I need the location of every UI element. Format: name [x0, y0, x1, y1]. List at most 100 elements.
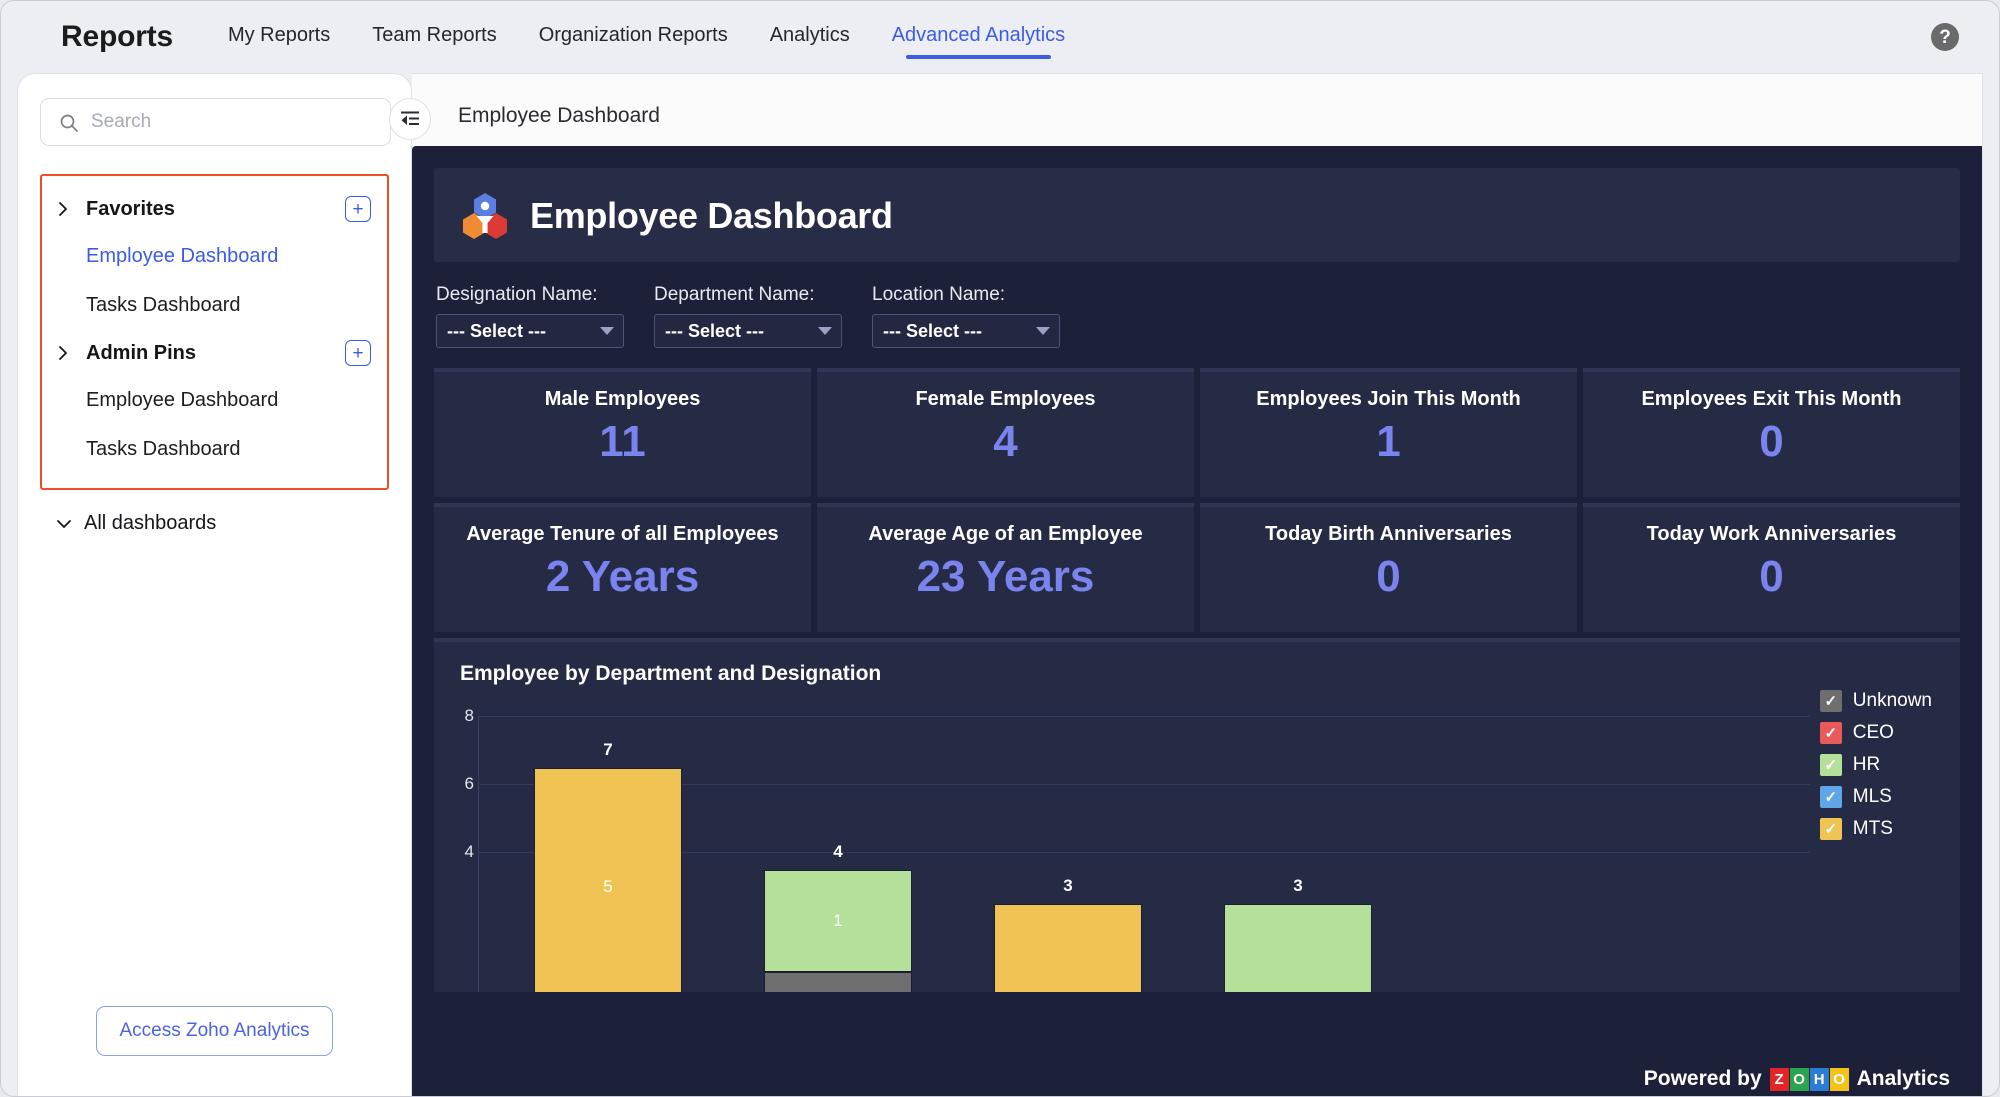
- sidebar-item-all-dashboards[interactable]: All dashboards: [18, 490, 411, 535]
- legend-label: HR: [1852, 754, 1881, 775]
- bar-total-label: 3: [1293, 876, 1303, 895]
- kpi-card[interactable]: Female Employees 4: [817, 368, 1194, 497]
- chart-title: Employee by Department and Designation: [460, 662, 882, 685]
- legend-item-mls[interactable]: ✓ MLS: [1819, 786, 1932, 808]
- bar-segment[interactable]: 5: [534, 768, 682, 992]
- gridline: [478, 784, 1810, 785]
- legend-checkbox[interactable]: ✓: [1819, 690, 1842, 712]
- bar-segment[interactable]: [994, 904, 1142, 992]
- kpi-card[interactable]: Employees Exit This Month 0: [1583, 368, 1960, 497]
- legend-item-mts[interactable]: ✓ MTS: [1819, 818, 1932, 840]
- powered-by-text: Powered by: [1643, 1067, 1762, 1090]
- kpi-card[interactable]: Today Birth Anniversaries 0: [1200, 503, 1577, 632]
- bar-segment-label: 5: [603, 877, 613, 896]
- sidebar-group-favorites[interactable]: Favorites +: [42, 186, 387, 232]
- legend-item-unknown[interactable]: ✓ Unknown: [1819, 690, 1932, 712]
- chevron-right-icon: [58, 201, 80, 217]
- embedded-dashboard: Employee Dashboard Designation Name: --- …: [412, 146, 1982, 1096]
- tab-analytics[interactable]: Analytics: [769, 24, 850, 46]
- kpi-label: Average Age of an Employee: [868, 523, 1143, 545]
- legend-checkbox[interactable]: ✓: [1819, 786, 1842, 808]
- filter-dropdown[interactable]: --- Select ---: [654, 314, 842, 348]
- analytics-text: Analytics: [1856, 1067, 1950, 1090]
- chart-panel: Employee by Department and Designation 8…: [434, 638, 1960, 992]
- help-icon[interactable]: ?: [1931, 23, 1959, 51]
- dashboard-title: Employee Dashboard: [530, 195, 893, 236]
- kpi-card[interactable]: Male Employees 11: [434, 368, 811, 497]
- bar-segment[interactable]: [764, 972, 912, 992]
- kpi-value: 4: [993, 417, 1018, 466]
- legend-label: MLS: [1852, 786, 1892, 807]
- bar-group[interactable]: 3: [994, 876, 1142, 992]
- kpi-card[interactable]: Average Age of an Employee 23 Years: [817, 503, 1194, 632]
- sidebar-item-employee-dashboard[interactable]: Employee Dashboard: [86, 245, 279, 267]
- bar-segment-label: 1: [833, 911, 843, 930]
- dashboard-header: Employee Dashboard: [434, 168, 1960, 262]
- collapse-sidebar-button[interactable]: [389, 98, 431, 140]
- kpi-card[interactable]: Employees Join This Month 1: [1200, 368, 1577, 497]
- sidebar-item-tasks-dashboard[interactable]: Tasks Dashboard: [86, 294, 241, 316]
- bar-segment[interactable]: [1224, 904, 1372, 992]
- kpi-label: Today Work Anniversaries: [1646, 523, 1897, 545]
- add-to-admin-pins-button[interactable]: +: [345, 340, 371, 366]
- y-axis-tick-label: 8: [464, 706, 474, 725]
- filter-locationname: Location Name: --- Select ---: [872, 284, 1060, 348]
- search-row: [18, 74, 411, 146]
- zoho-people-hex-logo-icon: [463, 193, 507, 239]
- chevron-down-icon: [1036, 327, 1050, 335]
- tab-team-reports[interactable]: Team Reports: [372, 24, 497, 46]
- bar-total-label: 4: [833, 842, 843, 861]
- add-to-favorites-button[interactable]: +: [345, 196, 371, 222]
- legend-item-ceo[interactable]: ✓ CEO: [1819, 722, 1932, 744]
- search-box[interactable]: [40, 98, 391, 146]
- collapse-panel-icon: [401, 111, 419, 125]
- legend-item-hr[interactable]: ✓ HR: [1819, 754, 1932, 776]
- sidebar-item-tasks-dashboard[interactable]: Tasks Dashboard: [86, 438, 241, 460]
- page-title: Reports: [61, 20, 173, 53]
- filter-selected-value: --- Select ---: [883, 320, 982, 341]
- legend-label: Unknown: [1852, 690, 1932, 711]
- access-zoho-analytics-button[interactable]: Access Zoho Analytics: [96, 1006, 333, 1056]
- search-input[interactable]: [91, 111, 390, 133]
- legend-checkbox[interactable]: ✓: [1819, 754, 1842, 776]
- bar-segment[interactable]: 1: [764, 870, 912, 972]
- tab-organization-reports[interactable]: Organization Reports: [538, 24, 728, 46]
- zoho-logo-letter: O: [1829, 1067, 1849, 1091]
- kpi-label: Employees Exit This Month: [1641, 388, 1902, 410]
- sidebar-item-employee-dashboard[interactable]: Employee Dashboard: [86, 389, 279, 411]
- bar-total-label: 7: [603, 740, 613, 759]
- filter-departmentname: Department Name: --- Select ---: [654, 284, 842, 348]
- chart-legend: ✓ Unknown ✓ CEO ✓ HR ✓ MLS ✓ MTS: [1819, 690, 1932, 840]
- kpi-value: 1: [1376, 417, 1401, 466]
- legend-checkbox[interactable]: ✓: [1819, 818, 1842, 840]
- filter-selected-value: --- Select ---: [447, 320, 546, 341]
- kpi-value: 2 Years: [545, 552, 700, 601]
- kpi-grid: Male Employees 11 Female Employees 4 Employe…: [434, 368, 1960, 632]
- kpi-label: Today Birth Anniversaries: [1265, 523, 1512, 545]
- bar-group[interactable]: 3: [1224, 876, 1372, 992]
- kpi-card[interactable]: Today Work Anniversaries 0: [1583, 503, 1960, 632]
- sidebar-group-label: Favorites: [86, 197, 175, 220]
- gridline: [478, 852, 1810, 853]
- tab-my-reports[interactable]: My Reports: [227, 24, 331, 46]
- legend-label: CEO: [1852, 722, 1894, 743]
- legend-label: MTS: [1852, 818, 1893, 839]
- kpi-card[interactable]: Average Tenure of all Employees 2 Years: [434, 503, 811, 632]
- y-axis-line: [478, 716, 479, 992]
- breadcrumb: Employee Dashboard: [458, 104, 660, 127]
- kpi-value: 0: [1759, 417, 1784, 466]
- zoho-logo-letter: H: [1809, 1067, 1829, 1091]
- tab-advanced-analytics[interactable]: Advanced Analytics: [892, 1, 1065, 73]
- sidebar-group-admin-pins[interactable]: Admin Pins +: [42, 330, 387, 376]
- body-area: Favorites + Employee Dashboard Tasks Dashbo…: [1, 73, 1999, 1096]
- filter-dropdown[interactable]: --- Select ---: [872, 314, 1060, 348]
- filter-selected-value: --- Select ---: [665, 320, 764, 341]
- filter-dropdown[interactable]: --- Select ---: [436, 314, 624, 348]
- legend-checkbox[interactable]: ✓: [1819, 722, 1842, 744]
- sidebar-group-label: Admin Pins: [86, 341, 197, 364]
